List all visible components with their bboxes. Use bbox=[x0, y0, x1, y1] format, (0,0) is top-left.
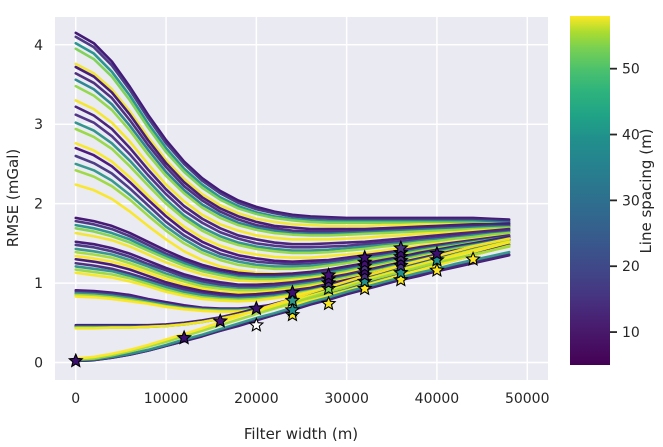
minimum-rmse-star bbox=[176, 329, 192, 345]
rmse-curve bbox=[74, 62, 511, 228]
rmse-curve bbox=[74, 84, 511, 237]
minimum-rmse-star bbox=[392, 239, 409, 255]
minimum-rmse-star bbox=[284, 284, 301, 300]
x-tick-label: 20000 bbox=[234, 391, 279, 407]
minimum-rmse-star bbox=[284, 301, 301, 317]
minimum-rmse-star bbox=[67, 352, 84, 368]
rmse-curve bbox=[74, 99, 511, 241]
colorbar-tick-label: 10 bbox=[622, 325, 640, 341]
x-tick-label: 40000 bbox=[415, 391, 460, 407]
colorbar-tick-label: 20 bbox=[622, 259, 640, 275]
x-tick-label: 0 bbox=[71, 391, 80, 407]
colorbar-tick-label: 40 bbox=[622, 128, 640, 144]
x-axis-ticks: 0 10000 20000 30000 40000 50000 bbox=[71, 391, 549, 407]
y-tick-label: 3 bbox=[34, 117, 43, 133]
minimum-rmse-star bbox=[248, 300, 265, 316]
minimum-rmse-star bbox=[429, 251, 445, 267]
axes-background bbox=[55, 17, 548, 380]
minimum-rmse-star bbox=[284, 306, 301, 322]
rmse-curve bbox=[74, 47, 511, 226]
minimum-rmse-star bbox=[356, 273, 373, 289]
minimum-rmse-star bbox=[392, 271, 409, 287]
y-tick-label: 1 bbox=[34, 276, 43, 292]
minimum-rmse-star bbox=[212, 312, 229, 328]
rmse-curve bbox=[74, 31, 511, 221]
rmse-curve bbox=[74, 105, 511, 246]
minimum-rmse-star bbox=[320, 280, 337, 296]
minimum-rmse-star bbox=[392, 264, 409, 280]
minimum-rmse-star bbox=[392, 257, 409, 273]
x-tick-label: 10000 bbox=[144, 391, 189, 407]
colorbar-label: Line spacing (m) bbox=[637, 128, 655, 253]
minimum-rmse-star bbox=[248, 316, 265, 332]
minimum-rmse-star bbox=[429, 262, 445, 278]
colorbar-tick-label: 50 bbox=[622, 62, 640, 78]
rmse-curve bbox=[74, 72, 511, 233]
y-axis-label: RMSE (mGal) bbox=[4, 149, 22, 247]
rmse-curve bbox=[74, 113, 511, 249]
rmse-curve bbox=[74, 65, 511, 231]
minimum-rmse-star bbox=[356, 266, 373, 282]
rmse-curve bbox=[74, 35, 511, 223]
minimum-rmse-star bbox=[429, 245, 445, 261]
colorbar-tick-label: 30 bbox=[622, 193, 640, 209]
y-tick-label: 2 bbox=[34, 197, 43, 213]
x-axis-label: Filter width (m) bbox=[244, 425, 358, 443]
x-tick-label: 30000 bbox=[324, 391, 369, 407]
minimum-rmse-star bbox=[465, 251, 481, 266]
x-tick-label: 50000 bbox=[505, 391, 550, 407]
y-tick-label: 4 bbox=[34, 38, 43, 54]
minimum-rmse-star bbox=[356, 249, 373, 265]
rmse-curve bbox=[74, 41, 511, 225]
y-axis-ticks: 0 1 2 3 4 bbox=[34, 38, 43, 372]
minimum-rmse-star bbox=[392, 244, 409, 260]
minimum-rmse-star bbox=[284, 292, 301, 308]
colorbar-ticks: 10 20 30 40 50 bbox=[610, 62, 640, 341]
minimum-rmse-star bbox=[320, 295, 337, 311]
colorbar-gradient bbox=[570, 16, 610, 365]
minimum-rmse-star bbox=[356, 280, 373, 296]
minimum-rmse-markers bbox=[67, 239, 481, 368]
rmse-curve bbox=[74, 127, 511, 255]
rmse-curve bbox=[74, 142, 511, 259]
rmse-curve bbox=[74, 121, 511, 252]
rmse-curve bbox=[74, 78, 511, 236]
minimum-rmse-star bbox=[320, 266, 337, 282]
minimum-rmse-star bbox=[356, 254, 373, 270]
y-tick-label: 0 bbox=[34, 356, 43, 372]
